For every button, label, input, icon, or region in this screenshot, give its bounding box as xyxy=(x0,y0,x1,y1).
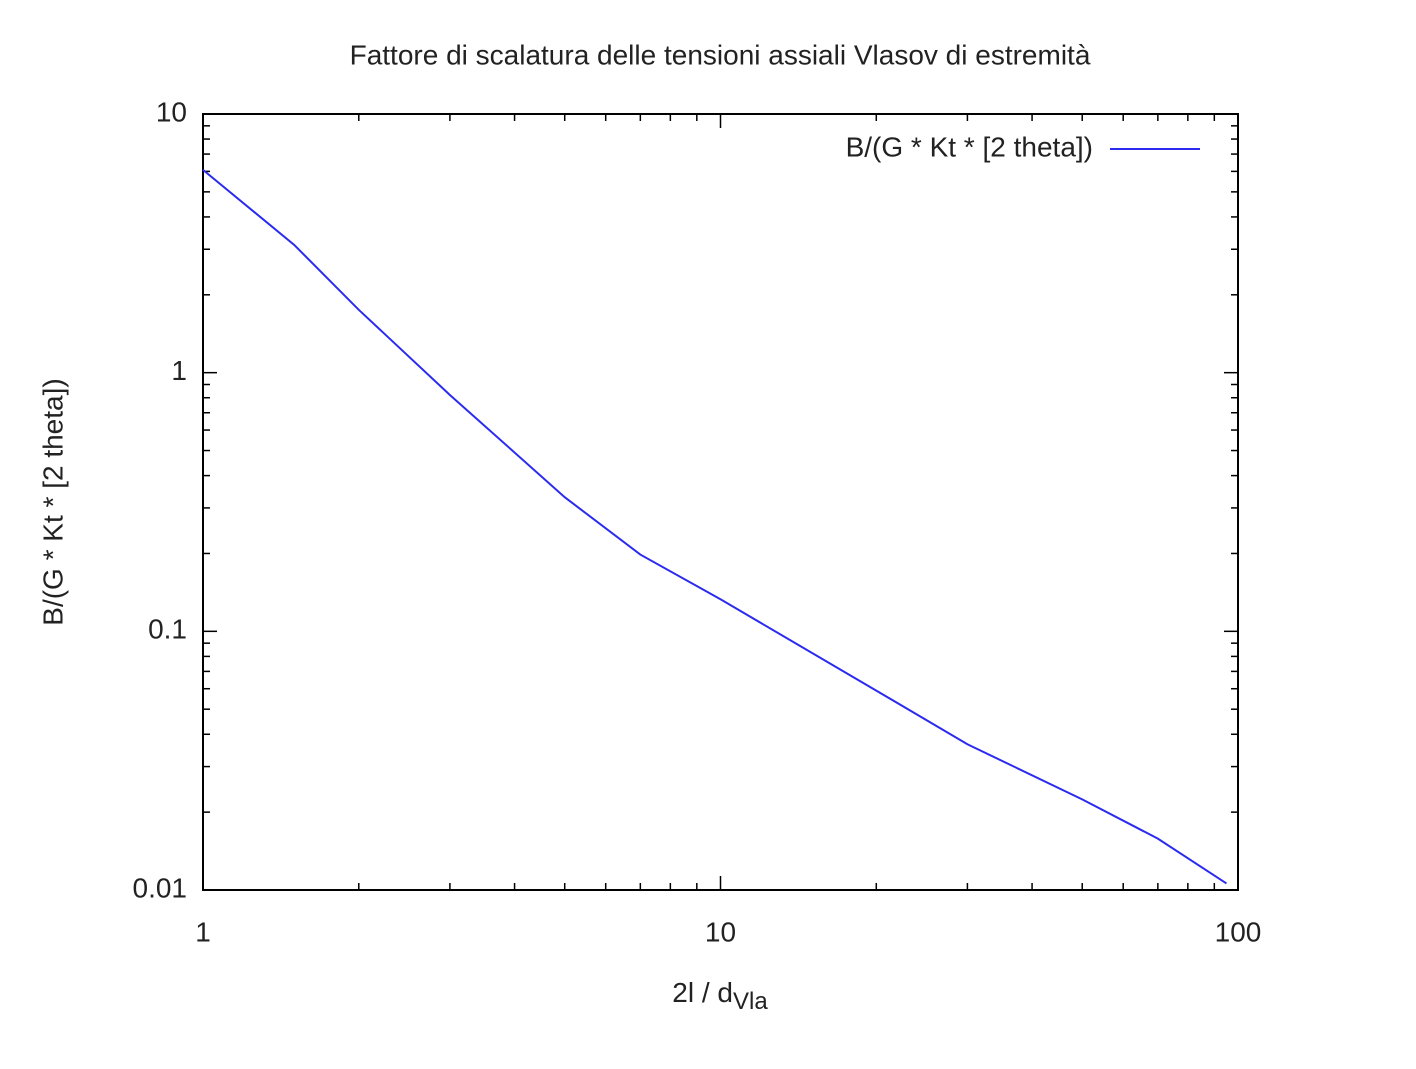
plot-frame xyxy=(202,113,1239,891)
y-tick-label: 1 xyxy=(171,355,187,386)
x-tick-label: 10 xyxy=(705,916,736,947)
x-axis-label-sub: Vla xyxy=(733,988,768,1015)
x-axis-label: 2l / dVla xyxy=(672,977,768,1015)
chart-title: Fattore di scalatura delle tensioni assi… xyxy=(350,39,1091,70)
y-axis-label: B/(G * Kt * [2 theta]) xyxy=(37,378,68,625)
legend-label: B/(G * Kt * [2 theta]) xyxy=(846,131,1093,162)
y-tick-label: 0.01 xyxy=(133,872,188,903)
x-axis-label-main: 2l / d xyxy=(672,977,733,1008)
x-tick-label: 1 xyxy=(195,916,211,947)
y-tick-label: 0.1 xyxy=(148,614,187,645)
y-tick-label: 10 xyxy=(156,96,187,127)
data-line xyxy=(202,169,1228,885)
x-tick-label: 100 xyxy=(1215,916,1262,947)
